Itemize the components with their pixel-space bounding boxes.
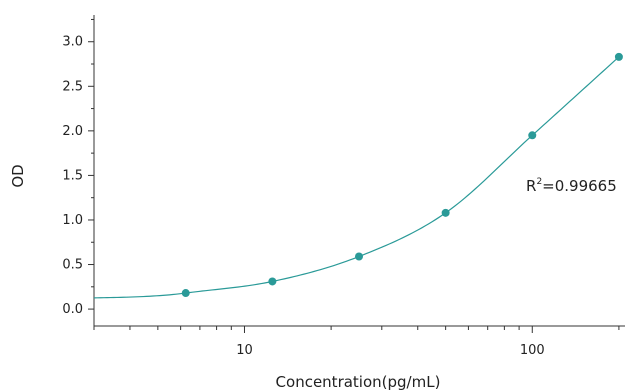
y-tick-label: 1.5 xyxy=(62,168,83,183)
data-point xyxy=(441,208,450,217)
x-tick-label: 10 xyxy=(236,343,253,358)
data-point xyxy=(528,131,537,140)
y-tick-label: 2.5 xyxy=(62,79,83,94)
r-squared-base: R xyxy=(526,177,536,195)
data-point xyxy=(614,52,623,61)
data-points xyxy=(181,52,623,298)
y-ticks: 0.0 0.5 1.0 1.5 2.0 2.5 3.0 xyxy=(62,18,94,317)
axes xyxy=(93,15,625,327)
y-tick-label: 0.5 xyxy=(62,258,83,273)
r-squared-value: =0.99665 xyxy=(542,177,617,195)
r-squared-annotation: R2=0.99665 xyxy=(526,177,617,195)
y-axis-title: OD xyxy=(9,164,27,187)
x-tick-label: 100 xyxy=(520,343,545,358)
x-ticks: 10 100 xyxy=(93,326,620,358)
y-tick-label: 2.0 xyxy=(62,124,83,139)
data-point xyxy=(181,289,190,298)
y-tick-label: 1.0 xyxy=(62,213,83,228)
data-point xyxy=(355,252,364,261)
y-tick-label: 0.0 xyxy=(62,302,83,317)
r-squared-superscript: 2 xyxy=(536,177,542,187)
x-axis-title: Concentration(pg/mL) xyxy=(276,373,441,391)
y-tick-label: 3.0 xyxy=(62,35,83,50)
data-point xyxy=(268,277,277,286)
